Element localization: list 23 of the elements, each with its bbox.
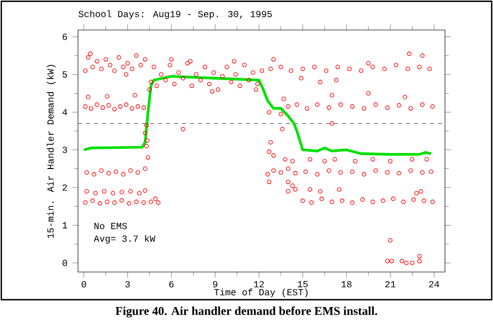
caption: Figure 40. Air handler demand before EMS install.: [116, 306, 378, 318]
y-tick-label: 0: [62, 260, 68, 266]
line-series: [82, 75, 432, 156]
y-axis-title: 15-min. Air Handler Demand (kW): [46, 64, 56, 238]
annotation: No EMS: [94, 222, 127, 230]
x-tick-label: 21: [385, 281, 396, 288]
y-tick-label: 1: [62, 222, 68, 228]
y-tick-label: 6: [62, 34, 67, 40]
y-tick-label: 3: [62, 146, 67, 154]
x-tick-label: 15: [298, 281, 308, 288]
x-tick-label: 12: [254, 281, 264, 288]
x-axis-title: Time of Day (EST): [214, 288, 308, 298]
x-tick-label: 18: [342, 281, 352, 288]
y-tick-label: 5: [62, 71, 67, 78]
y-tick-label: 4: [62, 109, 68, 116]
annotation: Avg= 3.7 kW: [94, 234, 156, 244]
x-tick-label: 0: [82, 281, 86, 288]
x-tick-label: 24: [429, 281, 440, 288]
x-tick-label: 3: [125, 281, 130, 288]
chart-title: School Days: Aug19 - Sep. 30, 1995: [78, 10, 272, 20]
x-tick-label: 9: [213, 281, 218, 288]
x-tick-label: 6: [169, 281, 174, 288]
y-tick-label: 2: [62, 184, 67, 191]
